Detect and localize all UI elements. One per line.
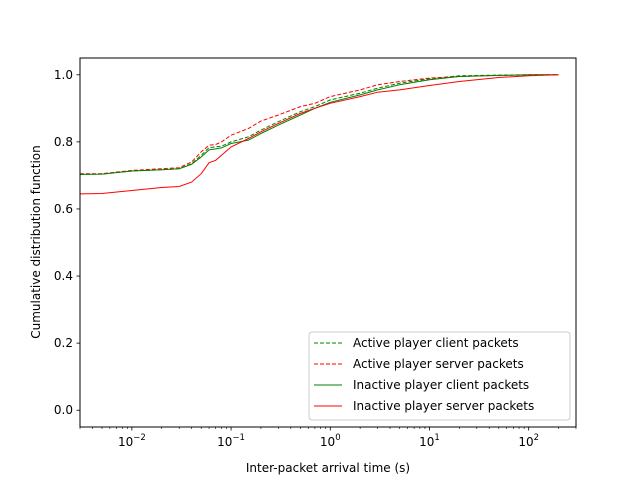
series-line-4	[79, 74, 559, 195]
legend: Active player client packets Active playe…	[308, 331, 571, 421]
x-axis-label: Inter-packet arrival time (s)	[246, 461, 410, 475]
y-tick-label: 0.0	[54, 403, 73, 417]
x-tick-base: 10	[118, 435, 133, 449]
x-tick-exponent: −1	[232, 433, 245, 443]
series-line-2	[80, 74, 559, 175]
legend-box	[308, 331, 571, 421]
y-tick-label: 0.6	[54, 202, 73, 216]
y-axis-label: Cumulative distribution function	[29, 145, 43, 339]
legend-label-2: Active player server packets	[353, 357, 524, 371]
y-tick-label: 0.4	[54, 269, 73, 283]
x-tick-exponent: −2	[133, 433, 146, 443]
legend-label-1: Active player client packets	[353, 336, 519, 350]
y-tick-label: 0.2	[54, 336, 73, 350]
x-tick-base: 10	[320, 435, 335, 449]
y-tick-label: 0.8	[54, 135, 73, 149]
x-tick-label: 102	[518, 433, 539, 449]
x-axis: 10−2 10−1 100 101 102	[79, 427, 577, 449]
plot-frame	[79, 57, 577, 428]
x-tick-base: 10	[518, 435, 533, 449]
x-tick-label: 10−2	[118, 433, 146, 449]
x-tick-exponent: 0	[335, 433, 340, 443]
legend-label-3: Inactive player client packets	[353, 378, 529, 392]
series-line-3	[79, 74, 559, 175]
y-axis: 0.0 0.2 0.4 0.6 0.8 1.0	[54, 68, 80, 417]
x-tick-exponent: 1	[434, 433, 439, 443]
x-tick-label: 100	[320, 433, 341, 449]
series-layer	[79, 74, 559, 195]
x-tick-label: 10−1	[217, 433, 245, 449]
x-tick-base: 10	[419, 435, 434, 449]
x-tick-base: 10	[217, 435, 232, 449]
x-tick-label: 101	[419, 433, 440, 449]
legend-label-4: Inactive player server packets	[353, 399, 534, 413]
x-tick-exponent: 2	[534, 433, 539, 443]
y-tick-label: 1.0	[54, 68, 73, 82]
